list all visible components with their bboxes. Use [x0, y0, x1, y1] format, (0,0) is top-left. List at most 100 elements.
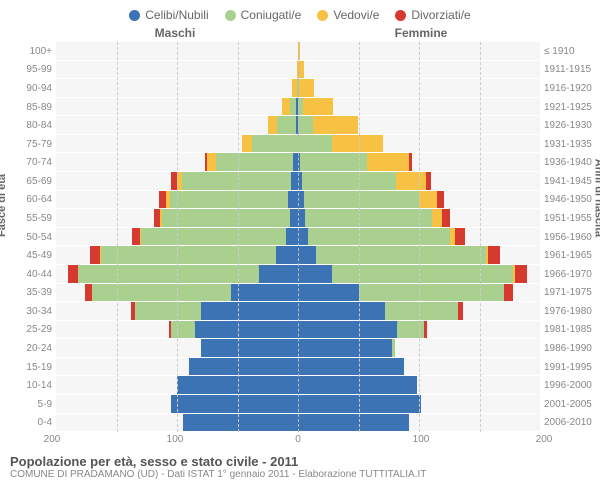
- gridline: [238, 42, 239, 432]
- age-label: 90-94: [0, 79, 52, 98]
- birth-year-label: 1911-1915: [544, 61, 600, 80]
- bar-segment: [277, 116, 295, 134]
- bar-segment: [316, 246, 485, 264]
- bar-segment: [286, 228, 298, 246]
- legend-item: Vedovi/e: [317, 8, 379, 22]
- bar-segment: [458, 302, 463, 320]
- bar-segment: [419, 191, 437, 209]
- bar-segment: [298, 395, 421, 413]
- bar-segment: [78, 265, 260, 283]
- bar-segment: [300, 153, 367, 171]
- birth-year-label: 1926-1930: [544, 116, 600, 135]
- bar-segment: [385, 302, 458, 320]
- age-label: 30-34: [0, 302, 52, 321]
- bar-segment: [252, 135, 298, 153]
- bar-segment: [141, 228, 286, 246]
- age-label: 80-84: [0, 116, 52, 135]
- age-label: 35-39: [0, 284, 52, 303]
- age-label: 25-29: [0, 321, 52, 340]
- x-tick: 100: [413, 434, 430, 445]
- bar-segment: [171, 321, 195, 339]
- bar-segment: [424, 321, 428, 339]
- y-axis-label-left: Fasce di età: [0, 174, 8, 237]
- bar-segment: [298, 246, 316, 264]
- bar-segment: [313, 116, 359, 134]
- x-axis: 2001000100200: [0, 432, 600, 448]
- legend-swatch: [395, 10, 406, 21]
- birth-year-label: 2006-2010: [544, 414, 600, 433]
- birth-year-label: 2001-2005: [544, 395, 600, 414]
- gridline: [177, 42, 178, 432]
- bar-segment: [298, 228, 308, 246]
- bar-segment: [298, 376, 417, 394]
- bar-segment: [302, 172, 396, 190]
- bar-segment: [201, 302, 298, 320]
- age-label: 75-79: [0, 135, 52, 154]
- x-tick: 0: [295, 434, 301, 445]
- legend-label: Coniugati/e: [241, 8, 302, 22]
- bar-segment: [437, 191, 444, 209]
- bar-segment: [231, 284, 298, 302]
- bar-segment: [442, 209, 450, 227]
- x-tick: 100: [167, 434, 184, 445]
- bar-segment: [488, 246, 500, 264]
- bar-segment: [162, 209, 289, 227]
- bar-segment: [298, 284, 359, 302]
- chart-title: Popolazione per età, sesso e stato civil…: [10, 454, 590, 469]
- bar-segment: [68, 265, 78, 283]
- x-tick: 200: [536, 434, 553, 445]
- bar-segment: [409, 153, 411, 171]
- bar-segment: [298, 265, 332, 283]
- legend: Celibi/NubiliConiugati/eVedovi/eDivorzia…: [0, 0, 600, 26]
- birth-year-label: 1971-1975: [544, 284, 600, 303]
- legend-swatch: [225, 10, 236, 21]
- age-group-labels: 100+95-9990-9485-8980-8475-7970-7465-696…: [0, 42, 56, 432]
- legend-item: Coniugati/e: [225, 8, 302, 22]
- birth-year-label: 1916-1920: [544, 79, 600, 98]
- birth-year-label: 1996-2000: [544, 376, 600, 395]
- birth-year-label: ≤ 1910: [544, 42, 600, 61]
- bar-segment: [298, 135, 332, 153]
- bar-segment: [299, 79, 314, 97]
- bar-segment: [259, 265, 298, 283]
- bar-segment: [101, 246, 276, 264]
- birth-year-label: 1961-1965: [544, 246, 600, 265]
- bar-segment: [298, 321, 397, 339]
- birth-year-labels: ≤ 19101911-19151916-19201921-19251926-19…: [540, 42, 600, 432]
- birth-year-label: 1991-1995: [544, 358, 600, 377]
- footer: Popolazione per età, sesso e stato civil…: [0, 448, 600, 480]
- bar-segment: [288, 191, 298, 209]
- age-label: 5-9: [0, 395, 52, 414]
- bar-segment: [207, 153, 215, 171]
- age-label: 40-44: [0, 265, 52, 284]
- bar-segment: [268, 116, 278, 134]
- legend-label: Divorziati/e: [411, 8, 470, 22]
- birth-year-label: 1981-1985: [544, 321, 600, 340]
- chart-subtitle: COMUNE DI PRADAMANO (UD) - Dati ISTAT 1°…: [10, 469, 590, 480]
- bar-segment: [201, 339, 298, 357]
- bar-segment: [396, 172, 426, 190]
- bar-segment: [132, 228, 139, 246]
- birth-year-label: 1976-1980: [544, 302, 600, 321]
- bar-segment: [85, 284, 92, 302]
- bar-segment: [170, 191, 289, 209]
- gridline: [419, 42, 420, 432]
- gridline: [359, 42, 360, 432]
- legend-swatch: [317, 10, 328, 21]
- legend-label: Vedovi/e: [333, 8, 379, 22]
- bar-segment: [305, 209, 432, 227]
- bar-segment: [195, 321, 298, 339]
- bar-segment: [135, 302, 202, 320]
- bar-segment: [304, 191, 419, 209]
- y-axis-label-right: Anni di nascita: [592, 159, 600, 237]
- bar-segment: [308, 228, 451, 246]
- age-label: 10-14: [0, 376, 52, 395]
- age-label: 45-49: [0, 246, 52, 265]
- bar-segment: [359, 284, 504, 302]
- bar-segment: [159, 191, 166, 209]
- bar-segment: [298, 302, 385, 320]
- bar-segment: [298, 209, 305, 227]
- bar-segment: [426, 172, 431, 190]
- bar-segment: [432, 209, 442, 227]
- center-line: [298, 42, 299, 432]
